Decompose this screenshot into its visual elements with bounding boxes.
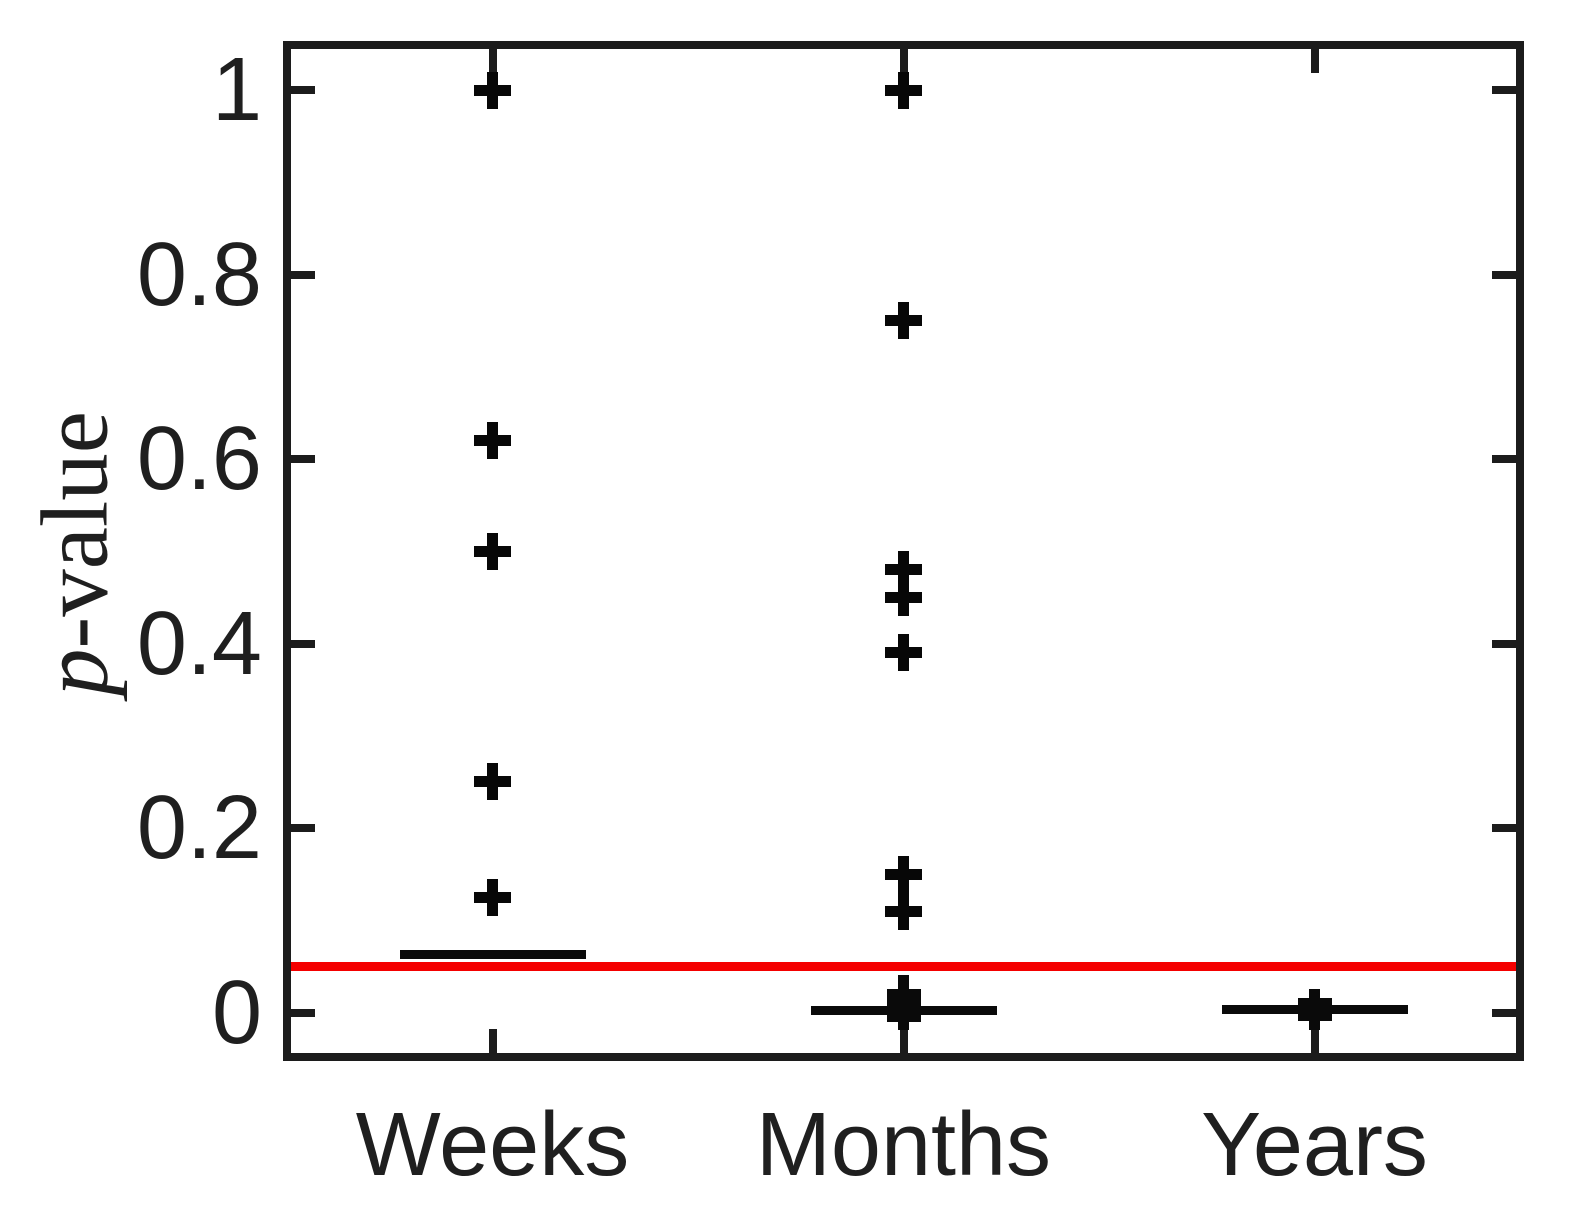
outlier-plus-marker	[885, 71, 922, 109]
x-tick-mark-bottom	[488, 1029, 497, 1053]
x-tick-mark-top	[1310, 49, 1319, 73]
outlier-plus-marker	[885, 578, 922, 616]
y-tick-mark-left	[291, 86, 315, 94]
y-tick-mark-right	[1492, 86, 1516, 94]
x-category-label: Years	[1201, 1095, 1428, 1195]
x-category-label: Months	[755, 1095, 1052, 1195]
outlier-plus-marker	[885, 855, 922, 893]
y-tick-mark-right	[1492, 1008, 1516, 1017]
x-tick-mark-bottom	[1310, 1029, 1319, 1053]
y-tick-mark-left	[291, 1008, 315, 1017]
x-tick-mark-bottom	[899, 1029, 908, 1053]
outlier-plus-marker	[885, 634, 922, 672]
y-tick-label: 1	[211, 40, 262, 140]
y-tick-mark-right	[1492, 270, 1516, 279]
median-line	[810, 1006, 997, 1016]
y-tick-mark-left	[291, 639, 315, 648]
y-tick-mark-left	[291, 824, 315, 832]
y-tick-mark-right	[1492, 824, 1516, 832]
outlier-plus-marker	[474, 532, 511, 570]
x-tick-mark-top	[488, 49, 497, 73]
median-line	[399, 949, 586, 959]
median-line	[1221, 1005, 1408, 1015]
x-tick-mark-top	[899, 49, 908, 73]
y-tick-label: 0.8	[136, 224, 262, 325]
outlier-plus-marker	[474, 71, 511, 109]
y-tick-label: 0.6	[136, 409, 262, 509]
outlier-plus-marker	[885, 892, 922, 930]
collapsed-box	[886, 989, 921, 1022]
outlier-plus-marker	[885, 551, 922, 589]
outlier-plus-marker	[474, 763, 511, 801]
y-tick-label: 0	[211, 962, 262, 1063]
y-tick-mark-right	[1492, 639, 1516, 648]
outlier-plus-marker	[885, 302, 922, 340]
outlier-plus-marker	[474, 878, 511, 916]
significance-reference-line	[291, 961, 1516, 971]
y-tick-mark-left	[291, 455, 315, 463]
y-tick-mark-left	[291, 270, 315, 279]
x-category-label: Weeks	[355, 1095, 630, 1195]
y-tick-mark-right	[1492, 455, 1516, 463]
outlier-plus-marker	[474, 422, 511, 460]
y-tick-label: 0.2	[136, 778, 262, 878]
y-tick-label: 0.4	[136, 593, 262, 694]
